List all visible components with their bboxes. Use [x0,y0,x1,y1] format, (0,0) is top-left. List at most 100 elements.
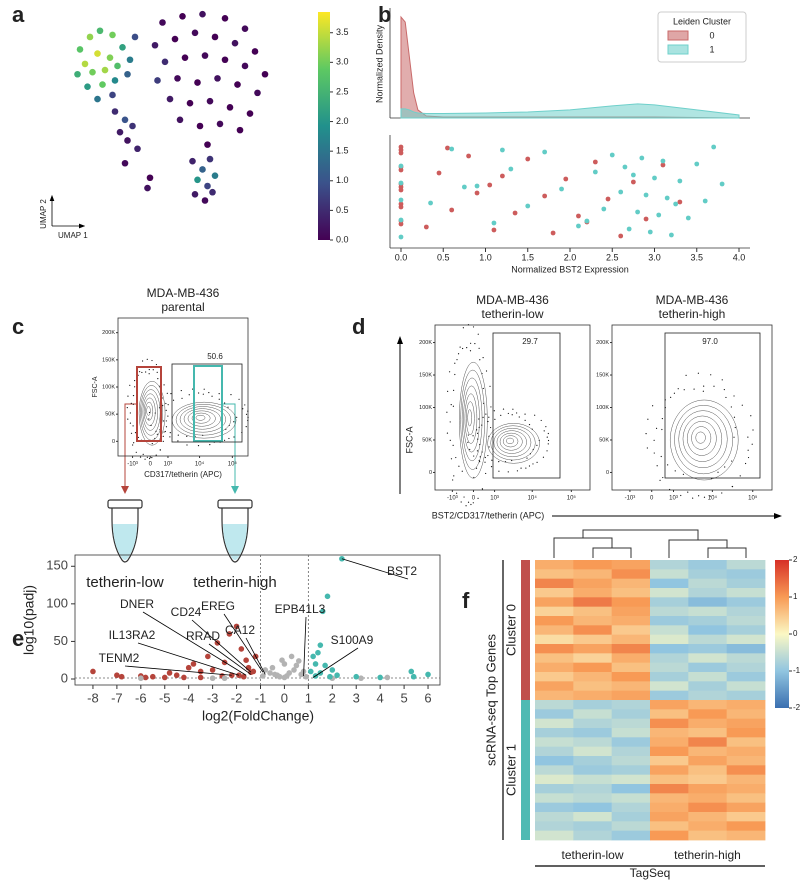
event-dot [489,385,491,387]
event-dot [466,347,468,349]
heatmap-cell [726,765,766,776]
gate-label: 50.6 [207,352,223,361]
x-tick-label: -1 [255,690,267,705]
gene-point [377,674,383,681]
gene-point [408,668,415,675]
gene-point [334,672,340,679]
gene-point [410,673,417,680]
heatmap-cell [726,644,766,654]
heatmap-cell [726,793,766,804]
umap-point [114,62,121,70]
axis-label: UMAP 2 [39,199,48,229]
gene-point [197,674,204,681]
x-tick-label: 0 [472,496,476,502]
y-tick-label: 150K [419,372,432,378]
heatmap-cell [650,812,689,822]
event-dot [646,447,648,449]
event-dot [524,419,526,421]
event-dot [511,414,513,416]
strip-point [677,178,683,184]
event-dot [453,389,455,392]
event-dot [177,434,179,436]
event-dot [731,460,733,462]
umap-point [116,128,124,136]
heatmap-cell [535,756,574,766]
heatmap-cell [611,606,651,617]
annotation-line [303,616,307,676]
axis-label: scRNA-seq Top Genes [483,634,498,766]
panel-letter: e [12,626,24,651]
heatmap-cell [535,616,574,626]
gene-point [90,668,96,675]
heatmap-cell [650,588,689,598]
gene-point [272,671,278,678]
gene-point [166,670,173,676]
x-tick-label: 3.0 [648,252,661,262]
contour [499,432,523,451]
event-dot [661,428,663,431]
event-dot [516,412,518,414]
event-dot [477,497,479,499]
event-dot [148,373,150,375]
umap-point [241,25,249,32]
event-dot [685,374,687,376]
event-dot [447,390,449,392]
strip-point [542,149,548,155]
contour [674,405,733,475]
x-tick-label: 1.5 [521,252,534,262]
gene-point [161,674,168,681]
strip-point [576,223,581,229]
event-dot [721,379,723,381]
event-dot [132,403,134,405]
heatmap-cell [688,802,728,813]
plot-title: MDA-MB-436 [656,293,729,307]
event-dot [723,388,725,391]
strip-point [398,150,404,156]
gene-point [138,675,144,682]
umap-point [206,97,214,105]
umap-point [231,39,239,47]
contour [145,401,154,421]
event-dot [461,470,463,472]
event-dot [494,418,496,420]
event-dot [733,416,736,418]
strip-point [711,144,717,150]
event-dot [151,359,153,362]
x-tick-label: -6 [135,690,147,705]
heatmap-cell [611,756,651,766]
contour [191,412,211,424]
event-dot [504,461,507,463]
event-dot [669,488,671,491]
event-dot [457,353,460,355]
event-dot [245,426,247,428]
gene-point [276,673,283,680]
x-tick-label: 10⁵ [567,495,577,502]
event-dot [129,422,132,424]
event-dot [459,346,461,348]
event-dot [697,372,699,374]
event-dot [154,412,156,414]
strip-point [664,195,670,201]
event-dot [645,433,647,435]
x-tick-label: 3 [353,690,360,705]
x-tick-label: 6 [424,690,431,705]
heatmap-cell [573,588,613,598]
event-dot [137,436,140,439]
strip-point [398,197,404,203]
event-dot [487,420,489,423]
x-tick-label: 2 [329,690,336,705]
gate-label: 97.0 [702,337,718,346]
event-dot [449,421,451,423]
x-tick-label: 2.5 [606,252,619,262]
contour [467,409,472,427]
event-dot [150,424,152,427]
heatmap-cell [573,793,613,804]
heatmap-cell [650,793,689,804]
event-dot [448,371,451,373]
heatmap-cell [573,597,613,608]
heatmap-cell [573,774,613,785]
event-dot [462,327,464,329]
gene-point [310,653,316,660]
event-dot [702,390,704,392]
event-dot [516,470,519,472]
